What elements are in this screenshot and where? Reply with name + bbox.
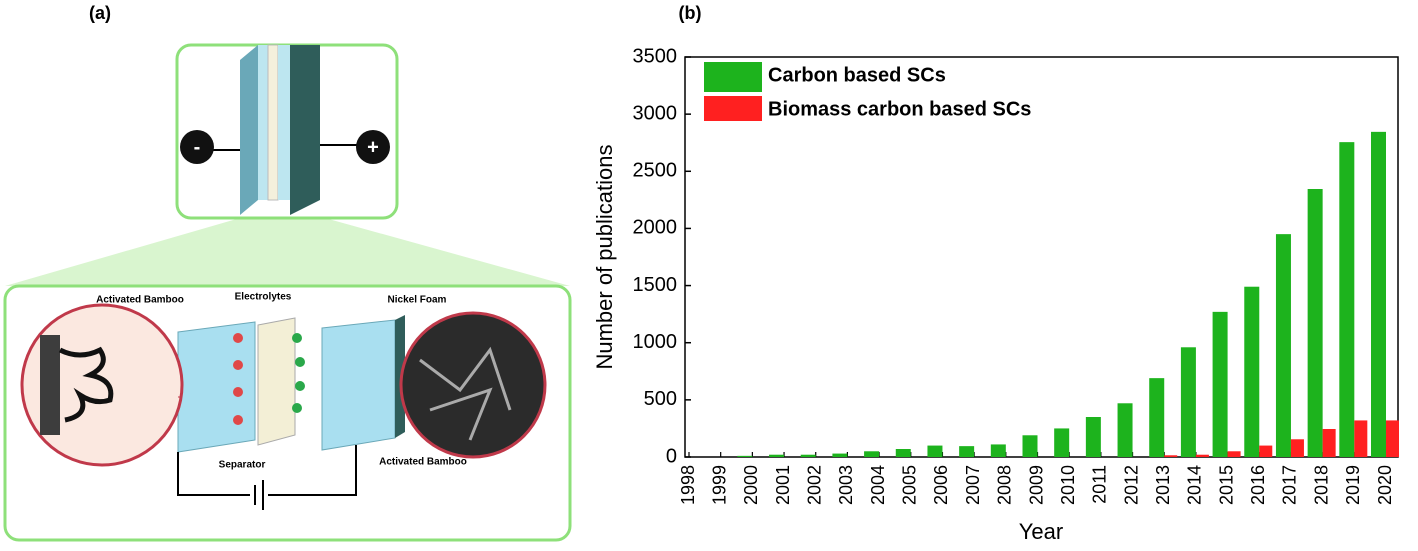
y-tick-label: 1000: [633, 331, 678, 353]
bar: [1212, 311, 1228, 457]
y-axis-label: Number of publications: [592, 144, 617, 369]
diagram-label: Activated Bamboo: [379, 457, 467, 468]
x-tick-label: 2009: [1026, 465, 1046, 505]
legend-swatch: [704, 96, 762, 121]
x-tick-label: 2011: [1090, 465, 1110, 504]
x-tick-label: 1999: [709, 465, 729, 505]
zoom-cone: [5, 218, 570, 286]
x-tick-label: 2017: [1280, 465, 1300, 505]
x-tick-label: 2007: [963, 465, 983, 505]
legend-label: Carbon based SCs: [768, 64, 946, 86]
bar: [1164, 455, 1178, 457]
x-tick-label: 2015: [1216, 465, 1236, 505]
diagram: - + Activated Bamboo Electrolytes Nickel…: [3, 43, 572, 542]
bar: [1322, 429, 1336, 457]
bar: [1149, 378, 1165, 457]
x-tick-label: 2000: [741, 465, 761, 505]
plate: [278, 45, 290, 200]
terminal-label: +: [367, 136, 379, 158]
bar: [1339, 142, 1355, 457]
bar: [1227, 451, 1241, 457]
x-axis-label: Year: [1019, 519, 1063, 544]
y-tick-label: 3500: [633, 45, 678, 67]
electrode: [321, 319, 396, 451]
bar: [1054, 428, 1070, 457]
x-tick-label: 2008: [995, 465, 1015, 505]
ions: [292, 333, 305, 413]
diagram-label: Activated Bamboo: [96, 295, 184, 306]
plot-frame: [684, 56, 1399, 458]
x-tick-label: 2005: [900, 465, 920, 505]
bar: [959, 446, 975, 457]
plate: [240, 45, 258, 215]
diagram-label: Nickel Foam: [388, 295, 447, 306]
x-tick-label: 2013: [1153, 465, 1173, 505]
plate: [290, 45, 320, 215]
separator: [267, 44, 279, 201]
bar: [1259, 445, 1273, 457]
x-tick-label: 2001: [773, 465, 793, 505]
bar: [769, 454, 785, 457]
x-tick-label: 2019: [1343, 465, 1363, 505]
fiber: [40, 335, 60, 435]
bar: [1386, 420, 1399, 457]
electrode: [177, 321, 256, 453]
bar: [1275, 234, 1291, 457]
x-tick-label: 2004: [868, 465, 888, 505]
bar: [737, 455, 753, 457]
foam-texture: [419, 346, 512, 441]
zoom-circle: [20, 303, 184, 467]
bar: [1195, 454, 1209, 457]
bar: [1354, 420, 1368, 457]
legend-swatch: [704, 62, 762, 92]
legend-label: Biomass carbon based SCs: [768, 98, 1031, 120]
ions: [233, 333, 243, 425]
separator: [257, 317, 296, 446]
zoom-circle: [399, 311, 547, 459]
bar: [832, 453, 848, 457]
x-tick-label: 2006: [931, 465, 951, 505]
bar: [1307, 189, 1323, 457]
bar: [1180, 347, 1196, 457]
x-tick-label: 2020: [1375, 465, 1395, 505]
x-tick-label: 2002: [804, 465, 824, 505]
bar: [1290, 439, 1304, 457]
y-tick-label: 1500: [633, 274, 678, 296]
bar: [927, 445, 943, 457]
x-tick-label: 2016: [1248, 465, 1268, 505]
bar: [1085, 417, 1101, 457]
bar: [1244, 286, 1260, 457]
bar: [1371, 131, 1386, 457]
circuit: [268, 445, 357, 496]
fiber: [58, 346, 114, 423]
y-tick-label: 500: [644, 388, 677, 410]
bar: [895, 449, 911, 457]
bar: [864, 451, 880, 457]
x-tick-label: 2014: [1185, 465, 1205, 505]
terminal-label: -: [194, 136, 201, 158]
y-tick-label: 3000: [633, 102, 678, 124]
y-tick-label: 0: [666, 445, 677, 467]
x-tick-label: 2003: [836, 465, 856, 505]
bar: [990, 444, 1006, 457]
x-tick-label: 1998: [678, 465, 698, 505]
bar: [1117, 403, 1133, 457]
y-tick-label: 2000: [633, 217, 678, 239]
plate: [258, 45, 268, 200]
panel-label: (b): [679, 3, 702, 23]
diagram-label: Electrolytes: [235, 292, 292, 303]
terminal: [180, 130, 214, 164]
bar: [1022, 435, 1038, 457]
bar: [800, 454, 816, 457]
panel-label: (a): [89, 3, 111, 23]
terminal: [356, 130, 390, 164]
x-tick-label: 2010: [1058, 465, 1078, 505]
y-tick-label: 2500: [633, 160, 678, 182]
circuit: [177, 452, 250, 496]
x-tick-label: 2018: [1311, 465, 1331, 505]
x-tick-label: 2012: [1121, 465, 1141, 505]
diagram-label: Separator: [219, 460, 266, 471]
